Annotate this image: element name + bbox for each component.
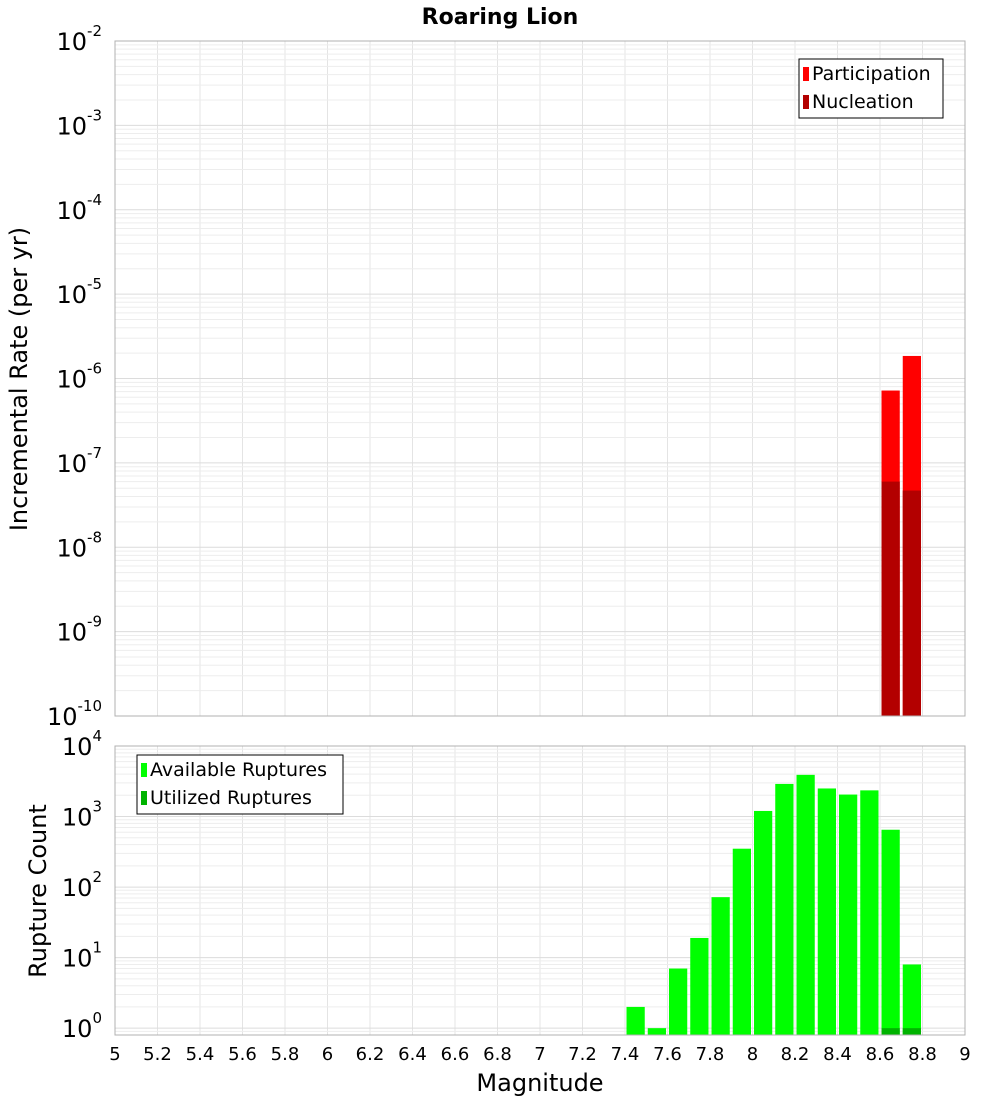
top-series-nucleation — [881, 481, 921, 716]
rupture-count-plot: 100 101 102 103 104 5 5.2 5.4 5.6 5.8 6 6.2 6.4 6.6 6.… — [62, 727, 971, 1065]
bottom-bar — [881, 829, 900, 1035]
bottom-x-tick-label: 8 — [747, 1044, 758, 1065]
bottom-x-tick-label: 5.2 — [143, 1044, 172, 1065]
bottom-legend-label: Utilized Ruptures — [150, 787, 312, 809]
bottom-bar — [754, 810, 773, 1035]
bottom-x-tick-label: 7.2 — [568, 1044, 597, 1065]
top-bar — [881, 481, 900, 716]
incremental-rate-plot: 10-10 10-9 10-8 10-7 10-6 10-5 10-4 10-3 10-2 Par… — [47, 22, 966, 731]
bottom-bar — [690, 937, 709, 1035]
top-legend-box — [798, 58, 944, 119]
top-legend-label: Nucleation — [812, 91, 914, 113]
top-y-tick-label: 10-3 — [56, 106, 102, 140]
top-y-tick-label: 10-6 — [56, 360, 102, 394]
bottom-bar — [626, 1006, 645, 1035]
bottom-x-tick-label: 8.8 — [908, 1044, 937, 1065]
bottom-y-tick-label: 102 — [62, 868, 102, 902]
bottom-bar — [711, 897, 730, 1035]
bottom-bar — [839, 794, 858, 1035]
bottom-bar — [669, 968, 688, 1035]
top-y-tick-label: 10-2 — [56, 22, 102, 56]
top-y-tick-label: 10-5 — [56, 275, 102, 309]
top-y-tick-label: 10-9 — [56, 613, 102, 647]
bottom-y-tick-label: 103 — [62, 798, 102, 832]
bottom-y-tick-label: 100 — [62, 1009, 102, 1043]
bottom-series-utilized-ruptures — [881, 1028, 921, 1035]
top-bar — [902, 490, 921, 716]
bottom-bar — [860, 790, 879, 1035]
top-y-tick-label: 10-7 — [56, 444, 102, 478]
bottom-legend-swatch — [141, 791, 147, 805]
bottom-legend-label: Available Ruptures — [150, 759, 327, 781]
chart-title: Roaring Lion — [422, 5, 579, 30]
bottom-y-axis-label: Rupture Count — [24, 804, 52, 978]
bottom-x-tick-label: 5.6 — [228, 1044, 257, 1065]
bottom-x-tick-label: 6.8 — [483, 1044, 512, 1065]
bottom-bar — [647, 1028, 666, 1035]
bottom-x-tick-label: 8.6 — [866, 1044, 895, 1065]
x-axis-label: Magnitude — [476, 1069, 603, 1097]
bottom-x-tick-label: 5.8 — [271, 1044, 300, 1065]
top-legend-swatch — [803, 67, 809, 81]
bottom-x-tick-label: 7 — [534, 1044, 545, 1065]
top-grid — [114, 40, 966, 717]
bottom-plot-border — [114, 745, 966, 1036]
bottom-x-tick-label: 5 — [109, 1044, 120, 1065]
bottom-x-tick-label: 5.4 — [186, 1044, 215, 1065]
bottom-x-tick-label: 6.4 — [398, 1044, 427, 1065]
bottom-legend: Available Ruptures Utilized Ruptures — [136, 754, 344, 815]
top-y-axis-label: Incremental Rate (per yr) — [5, 227, 33, 531]
top-legend: Participation Nucleation — [798, 58, 944, 119]
bottom-series-available-ruptures — [626, 774, 921, 1035]
bottom-bar — [902, 1028, 921, 1035]
bottom-legend-box — [136, 754, 344, 815]
bottom-legend-swatch — [141, 763, 147, 777]
bottom-x-tick-label: 9 — [959, 1044, 970, 1065]
bottom-x-tick-label: 7.6 — [653, 1044, 682, 1065]
top-legend-swatch — [803, 95, 809, 109]
top-plot-border — [114, 40, 966, 717]
bottom-x-tick-label: 6 — [322, 1044, 333, 1065]
bottom-bar — [881, 1028, 900, 1035]
bottom-bar — [775, 783, 794, 1035]
bottom-x-tick-label: 6.6 — [441, 1044, 470, 1065]
bottom-bar — [796, 774, 815, 1035]
bottom-bar — [902, 964, 921, 1035]
bottom-x-tick-label: 7.8 — [696, 1044, 725, 1065]
bottom-bar — [817, 788, 836, 1035]
bottom-x-tick-label: 6.2 — [356, 1044, 385, 1065]
bottom-x-tick-label: 7.4 — [611, 1044, 640, 1065]
top-y-tick-label: 10-10 — [47, 697, 102, 731]
bottom-y-tick-label: 101 — [62, 939, 102, 973]
bottom-y-tick-label: 104 — [62, 727, 102, 761]
bottom-x-tick-label: 8.2 — [781, 1044, 810, 1065]
top-legend-label: Participation — [812, 63, 931, 85]
bottom-bar — [732, 848, 751, 1035]
top-y-tick-label: 10-4 — [56, 191, 102, 225]
bottom-x-tick-label: 8.4 — [823, 1044, 852, 1065]
top-y-tick-label: 10-8 — [56, 528, 102, 562]
